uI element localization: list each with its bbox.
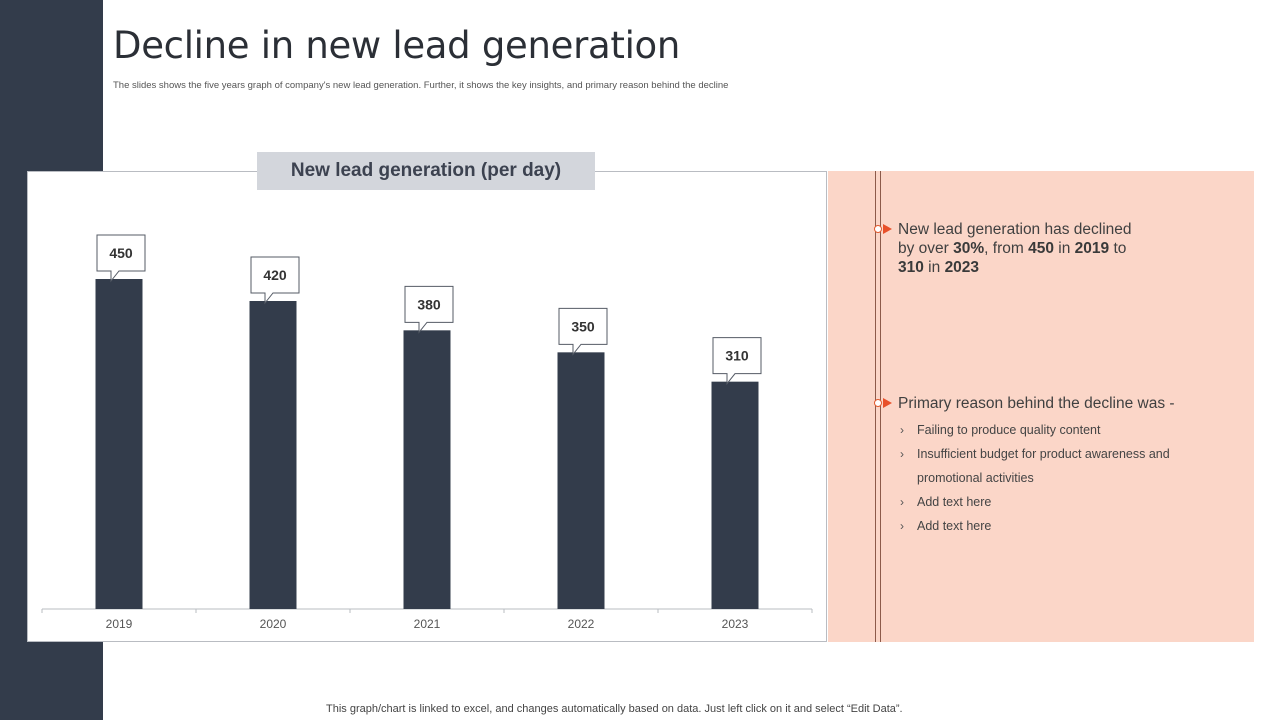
- data-label-box-2020: [250, 256, 300, 305]
- footer-note: This graph/chart is linked to excel, and…: [326, 703, 903, 715]
- chevron-right-icon: ›: [900, 423, 904, 437]
- data-label-box-2019: [96, 234, 146, 283]
- x-tick-label-2022: 2022: [568, 617, 595, 631]
- x-tick-label-2020: 2020: [260, 617, 287, 631]
- timeline-node-2: [874, 399, 882, 407]
- data-label-box-2023: [712, 337, 762, 386]
- timeline-node-1: [874, 225, 882, 233]
- x-tick-label-2021: 2021: [414, 617, 441, 631]
- x-tick-label-2019: 2019: [106, 617, 133, 631]
- chevron-right-icon: ›: [900, 519, 904, 533]
- bar-2022: [557, 352, 605, 609]
- list-item: › Failing to produce quality content: [898, 418, 1198, 442]
- list-item: › Insufficient budget for product awarene…: [898, 442, 1198, 490]
- bar-2021: [403, 330, 451, 609]
- timeline-line-right: [880, 171, 881, 642]
- reason-list: › Failing to produce quality content › Ins…: [898, 418, 1198, 538]
- bar-2023: [711, 381, 759, 609]
- bar-2020: [249, 301, 297, 609]
- data-label-box-2022: [558, 307, 608, 356]
- bar-2019: [95, 279, 143, 609]
- chevron-right-icon: ›: [900, 495, 904, 509]
- arrow-marker-icon: [883, 224, 892, 234]
- insight-panel: [828, 171, 1254, 642]
- x-tick-label-2023: 2023: [722, 617, 749, 631]
- data-label-2020: 420: [263, 267, 287, 283]
- bar-chart-canvas[interactable]: 450 2019 420 2020 380 2021 350 2022 310 2023: [28, 172, 828, 643]
- data-label-2019: 450: [109, 245, 133, 261]
- slide-subtitle: The slides shows the five years graph of…: [113, 80, 729, 91]
- insight-decline-text: New lead generation has declined by over…: [898, 221, 1132, 276]
- list-item: › Add text here: [898, 514, 1198, 538]
- data-label-2021: 380: [417, 296, 441, 312]
- data-label-2023: 310: [725, 348, 749, 364]
- data-label-box-2021: [404, 285, 454, 334]
- chevron-right-icon: ›: [900, 447, 904, 461]
- data-label-2022: 350: [571, 318, 595, 334]
- bar-chart[interactable]: 450 2019 420 2020 380 2021 350 2022 310 2023: [27, 171, 827, 642]
- reason-heading: Primary reason behind the decline was -: [898, 395, 1175, 412]
- chart-title: New lead generation (per day): [257, 152, 595, 190]
- arrow-marker-icon: [883, 398, 892, 408]
- slide-title: Decline in new lead generation: [113, 24, 681, 67]
- list-item: › Add text here: [898, 490, 1198, 514]
